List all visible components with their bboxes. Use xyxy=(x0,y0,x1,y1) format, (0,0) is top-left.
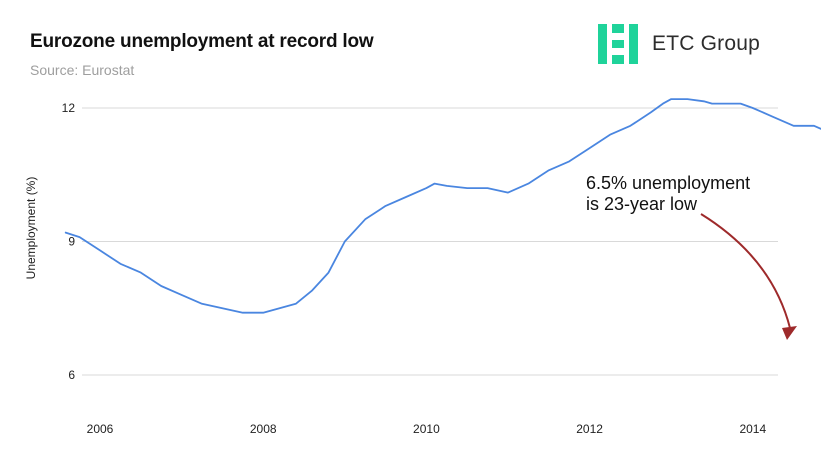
y-axis-ticks: 6 9 12 xyxy=(62,101,76,382)
x-axis-ticks: 200620082010201220142016201820202022 xyxy=(87,422,767,436)
logo-mark-block xyxy=(598,24,607,64)
y-tick-label: 12 xyxy=(62,101,76,115)
x-tick-label: 2008 xyxy=(250,422,277,436)
logo-text: ETC Group xyxy=(652,32,760,55)
annotation-arrow xyxy=(700,213,797,340)
y-tick-label: 6 xyxy=(68,368,75,382)
x-tick-label: 2014 xyxy=(739,422,766,436)
annotation-line-2: is 23-year low xyxy=(586,194,698,214)
x-tick-label: 2010 xyxy=(413,422,440,436)
series-line xyxy=(64,98,821,314)
annotation-arrow-line xyxy=(700,213,791,329)
x-tick-label: 2012 xyxy=(576,422,603,436)
logo-mark-block xyxy=(629,24,638,64)
logo-mark-block xyxy=(612,55,624,64)
y-tick-label: 9 xyxy=(68,235,75,249)
x-tick-label: 2006 xyxy=(87,422,114,436)
y-axis-label: Unemployment (%) xyxy=(24,177,38,280)
annotation-arrow-head xyxy=(782,326,797,340)
annotation: 6.5% unemployment is 23-year low xyxy=(586,173,797,340)
chart-title: Eurozone unemployment at record low xyxy=(30,31,374,52)
logo-mark-block xyxy=(612,40,624,48)
etc-group-logo-icon xyxy=(598,24,638,64)
chart-subtitle: Source: Eurostat xyxy=(30,62,135,78)
annotation-line-1: 6.5% unemployment xyxy=(586,173,750,193)
etc-group-logo: ETC Group xyxy=(598,24,778,64)
logo-mark-block xyxy=(612,24,624,33)
series-layer xyxy=(64,98,821,314)
gridlines xyxy=(82,107,778,376)
